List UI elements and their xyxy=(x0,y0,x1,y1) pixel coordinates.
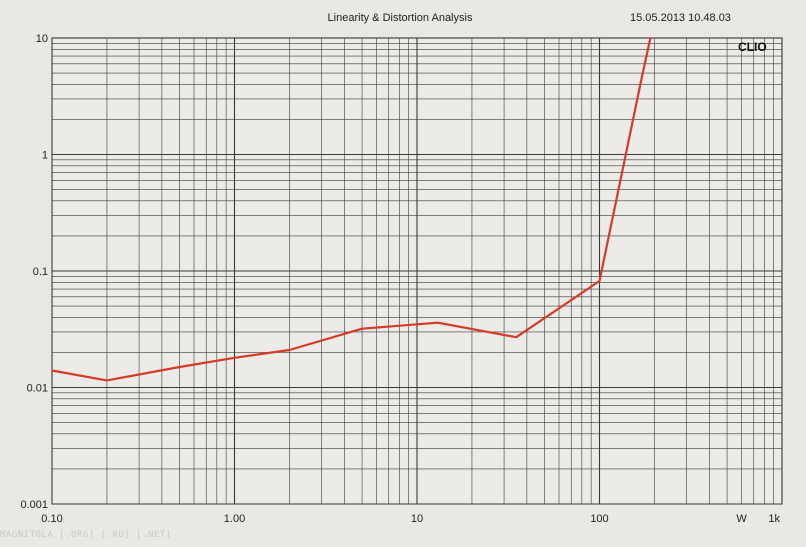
y-tick-label: 0.01 xyxy=(27,383,48,395)
x-tick-label: 0.10 xyxy=(41,513,62,525)
x-tick-label: 10 xyxy=(411,513,423,525)
y-tick-label: 0.1 xyxy=(33,266,48,278)
watermark: MAGNITOLA [.ORG] [.RU] [.NET] xyxy=(0,530,172,540)
x-tick-label: 1.00 xyxy=(224,513,245,525)
grid xyxy=(51,38,782,505)
y-tick-label: 0.001 xyxy=(20,499,48,511)
x-tick-label: 100 xyxy=(590,513,608,525)
y-tick-label: 10 xyxy=(36,33,48,45)
clio-logo: CLIO xyxy=(738,40,767,54)
chart-title: Linearity & Distortion Analysis xyxy=(327,12,473,24)
series-group xyxy=(51,37,652,382)
y-tick-label: 1 xyxy=(42,150,48,162)
x-tick-label: 1k xyxy=(768,513,780,525)
tick-labels: 0.10 1.00 10 100 1k W 10 1 0.1 0.01 0.001 xyxy=(20,33,780,525)
series-line xyxy=(51,37,652,382)
timestamp: 15.05.2013 10.48.03 xyxy=(630,12,731,24)
x-unit-label: W xyxy=(736,513,747,525)
